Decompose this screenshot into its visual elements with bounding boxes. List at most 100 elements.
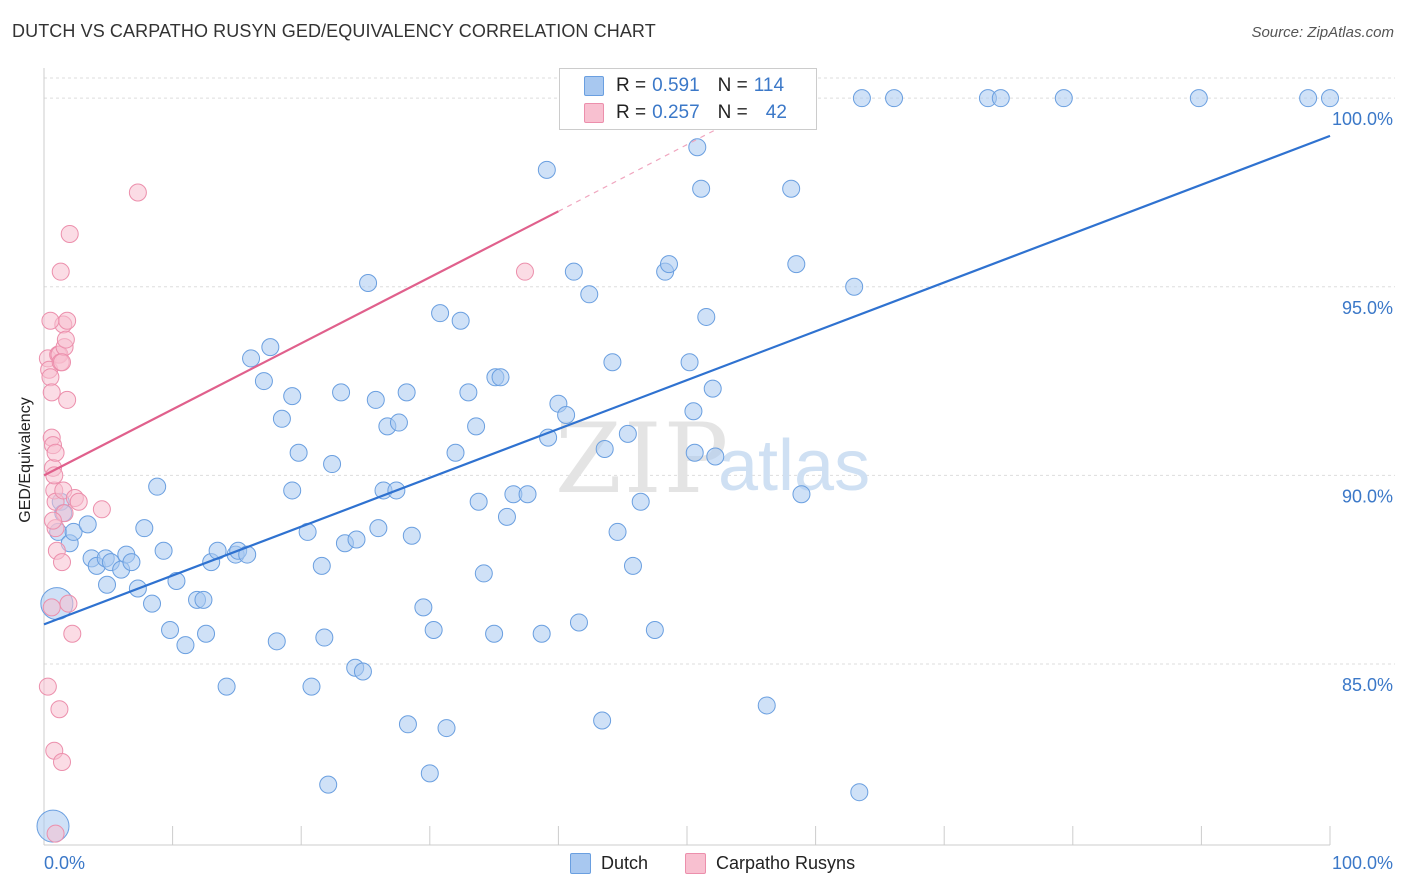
data-point-carpatho-rusyns (53, 753, 72, 772)
legend-swatch-carpatho-rusyns (685, 853, 706, 874)
data-point-carpatho-rusyns (58, 390, 77, 409)
data-point-dutch (347, 530, 366, 549)
trend-line-carpatho-rusyns (43, 210, 559, 477)
data-point-dutch (148, 477, 167, 496)
stats-swatch-dutch (584, 76, 604, 96)
data-point-dutch (885, 89, 904, 108)
data-point-dutch (289, 443, 308, 462)
data-point-carpatho-rusyns (59, 594, 78, 613)
data-point-dutch (122, 553, 141, 572)
data-point-carpatho-rusyns (515, 262, 534, 281)
data-point-carpatho-rusyns (69, 492, 88, 511)
n-label: N = (717, 75, 748, 96)
data-point-dutch (684, 402, 703, 421)
legend-label-dutch: Dutch (601, 853, 649, 873)
stats-swatch-carpatho (584, 103, 604, 123)
data-point-carpatho-rusyns (92, 500, 111, 519)
r-value: 0.257 (652, 102, 700, 123)
data-point-carpatho-rusyns (56, 330, 75, 349)
data-point-dutch (397, 383, 416, 402)
n-label: N = (717, 102, 748, 123)
r-label: R = (616, 75, 647, 96)
data-point-dutch (595, 439, 614, 458)
data-point-carpatho-rusyns (128, 183, 147, 202)
data-point-dutch (518, 485, 537, 504)
data-point-carpatho-rusyns (53, 553, 72, 572)
data-point-dutch (366, 390, 385, 409)
data-point-dutch (692, 179, 711, 198)
data-point-dutch (787, 255, 806, 274)
data-point-carpatho-rusyns (50, 700, 69, 719)
x-tick-label-end: 100.0% (1332, 853, 1393, 873)
legend-item-carpatho-rusyns[interactable]: Carpatho Rusyns (685, 853, 855, 874)
data-point-dutch (469, 492, 488, 511)
data-point-carpatho-rusyns (46, 824, 65, 843)
data-point-dutch (254, 372, 273, 391)
stats-row-dutch: R = 0.591 N = 114 (584, 74, 784, 98)
data-point-dutch (242, 349, 261, 368)
data-point-dutch (569, 613, 588, 632)
data-point-dutch (398, 715, 417, 734)
y-tick-label: 95.0% (1342, 298, 1393, 318)
data-point-dutch (261, 338, 280, 357)
legend-item-dutch[interactable]: Dutch (570, 853, 648, 874)
data-point-dutch (557, 406, 576, 425)
data-point-dutch (98, 575, 117, 594)
data-point-dutch (852, 89, 871, 108)
data-point-dutch (688, 138, 707, 157)
tick-labels: 85.0% 90.0% 95.0% 100.0% 0.0% 100.0% (44, 109, 1393, 873)
data-point-dutch (459, 383, 478, 402)
data-point-dutch (283, 387, 302, 406)
data-point-dutch (485, 624, 504, 643)
data-point-dutch (537, 160, 556, 179)
series-legend: Dutch Carpatho Rusyns (0, 853, 1406, 877)
data-point-dutch (389, 413, 408, 432)
data-point-dutch (618, 424, 637, 443)
data-point-dutch (319, 775, 338, 794)
data-point-dutch (603, 353, 622, 372)
data-point-dutch (491, 368, 510, 387)
data-point-dutch (631, 492, 650, 511)
data-point-dutch (267, 632, 286, 651)
data-point-dutch (1321, 89, 1339, 108)
data-point-dutch (420, 764, 439, 783)
r-label: R = (616, 102, 647, 123)
data-point-dutch (623, 556, 642, 575)
data-point-carpatho-rusyns (38, 677, 57, 696)
data-point-dutch (283, 481, 302, 500)
legend-swatch-dutch (570, 853, 591, 874)
data-point-dutch (580, 285, 599, 304)
data-point-dutch (431, 304, 450, 323)
data-point-dutch (850, 783, 869, 802)
data-point-dutch (272, 409, 291, 428)
data-point-dutch (532, 624, 551, 643)
data-point-dutch (312, 556, 331, 575)
r-value: 0.591 (652, 75, 700, 96)
data-point-carpatho-rusyns (42, 598, 61, 617)
y-tick-label: 100.0% (1332, 109, 1393, 129)
data-point-dutch (706, 447, 725, 466)
y-tick-label: 90.0% (1342, 486, 1393, 506)
data-point-dutch (645, 621, 664, 640)
data-point-dutch (64, 522, 83, 541)
data-point-dutch (1054, 89, 1073, 108)
data-point-dutch (1189, 89, 1208, 108)
data-point-dutch (323, 455, 342, 474)
data-point-dutch (474, 564, 493, 583)
data-point-dutch (782, 179, 801, 198)
chart-title: DUTCH VS CARPATHO RUSYN GED/EQUIVALENCY … (12, 21, 656, 41)
data-point-carpatho-rusyns (60, 224, 79, 243)
source-credit: Source: ZipAtlas.com (1251, 24, 1394, 41)
data-point-dutch (315, 628, 334, 647)
data-point-dutch (757, 696, 776, 715)
data-point-dutch (467, 417, 486, 436)
data-point-carpatho-rusyns (42, 383, 61, 402)
n-value: 42 (765, 102, 787, 123)
data-point-dutch (176, 636, 195, 655)
trend-lines (43, 124, 1331, 626)
stats-legend: R = 0.591 N = 114 R = 0.257 N = 42 (559, 68, 817, 130)
data-point-dutch (402, 526, 421, 545)
data-point-dutch (78, 515, 97, 534)
data-point-dutch (332, 383, 351, 402)
